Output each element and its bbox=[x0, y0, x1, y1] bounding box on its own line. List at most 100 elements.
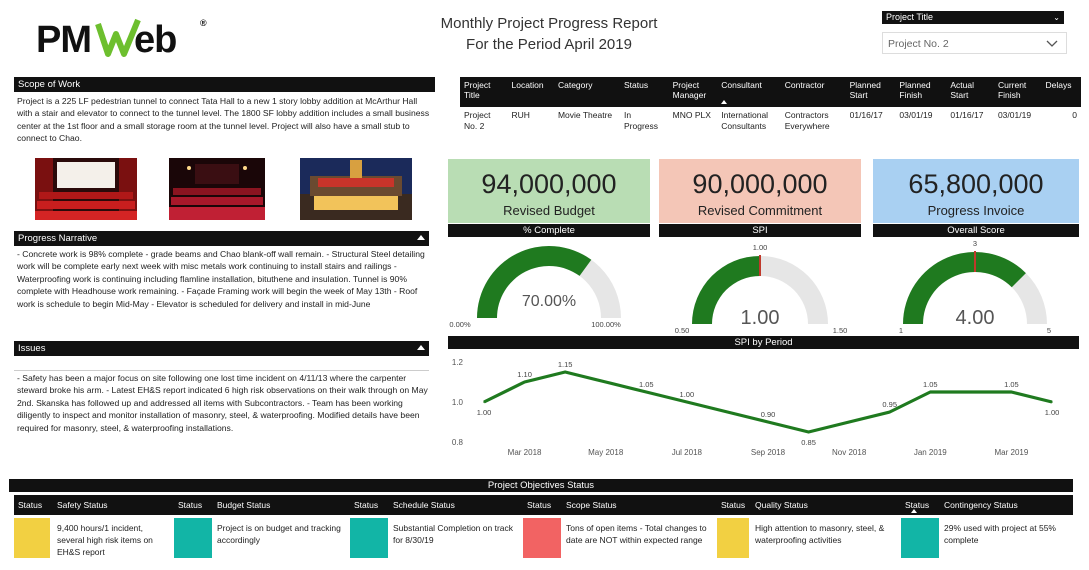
project-title-filter-label: Project Title bbox=[886, 12, 934, 22]
kpi-value: 65,800,000 bbox=[908, 169, 1044, 199]
spi-chart-header: SPI by Period bbox=[448, 336, 1079, 349]
kpi-label: Progress Invoice bbox=[927, 203, 1025, 218]
table-row[interactable]: Project No. 2 RUH Movie Theatre In Progr… bbox=[460, 107, 1081, 135]
spi-data-point bbox=[1010, 391, 1013, 393]
cinema-seats-picture bbox=[35, 158, 137, 220]
objective-text-schedule: Substantial Completion on track for 8/30… bbox=[393, 523, 514, 545]
consultant-column-label: Consultant bbox=[721, 80, 762, 90]
objective-header-schedule: Schedule Status bbox=[389, 495, 523, 515]
x-tick-label: Sep 2018 bbox=[751, 448, 786, 457]
table-cell: In Progress bbox=[623, 110, 658, 131]
column-header[interactable]: Consultant bbox=[717, 77, 781, 107]
status-column-header: Status bbox=[14, 495, 55, 515]
column-header[interactable]: Contractor bbox=[780, 77, 846, 107]
issues-divider bbox=[14, 370, 429, 371]
x-tick-label: Mar 2019 bbox=[995, 448, 1029, 457]
pmweb-logo: PM eb ® bbox=[34, 14, 209, 70]
spi-data-point bbox=[523, 381, 526, 383]
x-tick-label: Nov 2018 bbox=[832, 448, 867, 457]
status-column-header: Status bbox=[523, 495, 564, 515]
column-header[interactable]: Project Manager bbox=[668, 77, 718, 107]
spi-data-point bbox=[686, 401, 688, 403]
column-header[interactable]: Planned Finish bbox=[895, 77, 947, 107]
spi-data-label: 0.90 bbox=[761, 410, 776, 419]
gauge-title: SPI bbox=[752, 225, 768, 236]
sort-up-icon bbox=[417, 345, 425, 350]
spi-data-label: 1.15 bbox=[558, 360, 573, 369]
spi-data-label: 1.05 bbox=[639, 380, 654, 389]
y-tick-label: 1.0 bbox=[452, 398, 464, 407]
spi-data-label: 1.05 bbox=[1004, 380, 1019, 389]
gauge-header-spi: SPI bbox=[659, 224, 861, 237]
column-header[interactable]: Status bbox=[619, 77, 669, 107]
x-tick-label: Mar 2018 bbox=[508, 448, 542, 457]
chevron-down-icon: ⌄ bbox=[1053, 13, 1060, 22]
column-header[interactable]: Delays bbox=[1041, 77, 1081, 107]
spi-data-label: 1.10 bbox=[517, 370, 532, 379]
column-header[interactable]: Project Title bbox=[460, 77, 508, 107]
kpi-card-progress-invoice: 65,800,000 Progress Invoice bbox=[873, 159, 1079, 223]
issues-text: - Safety has been a major focus on site … bbox=[17, 373, 428, 433]
table-cell: 01/16/17 bbox=[950, 110, 984, 120]
project-table-header-row: Project Title Location Category Status P… bbox=[460, 77, 1081, 107]
kpi-value: 94,000,000 bbox=[481, 169, 617, 199]
svg-text:eb: eb bbox=[134, 19, 176, 60]
chart-title: SPI by Period bbox=[734, 337, 793, 348]
status-swatch bbox=[174, 518, 212, 558]
spi-data-label: 1.05 bbox=[923, 380, 938, 389]
objective-header-scope: Scope Status bbox=[562, 495, 717, 515]
spi-data-point bbox=[483, 401, 485, 403]
scope-of-work-heading: Scope of Work bbox=[18, 79, 81, 90]
scope-of-work-header: Scope of Work bbox=[14, 77, 435, 92]
column-header[interactable]: Actual Start bbox=[946, 77, 994, 107]
spi-data-label: 0.85 bbox=[801, 438, 816, 447]
sort-up-icon bbox=[721, 100, 728, 104]
objective-text-safety: 9,400 hours/1 incident, several high ris… bbox=[57, 523, 153, 557]
column-header[interactable]: Current Finish bbox=[993, 77, 1042, 107]
column-header[interactable]: Planned Start bbox=[845, 77, 896, 107]
objective-text-scope: Tons of open items - Total changes to da… bbox=[566, 523, 707, 545]
project-title-dropdown-value: Project No. 2 bbox=[888, 38, 949, 50]
gauge-overall-score: 3 1 5 4.00 bbox=[899, 239, 1051, 334]
kpi-value: 90,000,000 bbox=[692, 169, 828, 199]
status-column-header: Status bbox=[717, 495, 758, 515]
objective-text-quality: High attention to masonry, steel, & wate… bbox=[755, 523, 885, 545]
x-tick-label: Jul 2018 bbox=[672, 448, 703, 457]
project-title-dropdown[interactable]: Project No. 2 bbox=[882, 32, 1067, 54]
objectives-table: Status Safety Status 9,400 hours/1 incid… bbox=[9, 495, 1073, 565]
gauge-fill bbox=[477, 246, 592, 318]
table-cell: 03/01/19 bbox=[997, 110, 1032, 120]
spi-data-label: 1.00 bbox=[477, 408, 492, 417]
gauge-max-label: 1.50 bbox=[833, 326, 848, 334]
report-title: Monthly Project Progress Report For the … bbox=[400, 13, 698, 55]
chevron-down-icon bbox=[1046, 40, 1058, 47]
spi-data-point bbox=[726, 411, 729, 413]
objective-text-budget: Project is on budget and tracking accord… bbox=[217, 523, 341, 545]
gauge-max-label: 5 bbox=[1047, 326, 1051, 334]
objective-header-contingency: Contingency Status bbox=[940, 495, 1073, 515]
table-cell: RUH bbox=[511, 110, 530, 120]
table-cell: 03/01/19 bbox=[899, 110, 933, 120]
gauge-value-label: 70.00% bbox=[522, 293, 576, 310]
pmweb-logo-icon: PM eb ® bbox=[36, 18, 208, 61]
report-title-line2: For the Period April 2019 bbox=[466, 36, 632, 53]
report-title-line1: Monthly Project Progress Report bbox=[440, 15, 658, 32]
spi-data-point bbox=[1051, 401, 1053, 403]
gauge-header-percent-complete: % Complete bbox=[448, 224, 650, 237]
gauge-min-label: 0.00% bbox=[449, 320, 471, 329]
column-header[interactable]: Location bbox=[507, 77, 554, 107]
gauge-header-overall-score: Overall Score bbox=[873, 224, 1079, 237]
gauge-value-label: 1.00 bbox=[741, 307, 780, 329]
palace-cinema-picture bbox=[300, 158, 412, 220]
objectives-header: Project Objectives Status bbox=[9, 479, 1073, 492]
kpi-card-revised-budget: 94,000,000 Revised Budget bbox=[448, 159, 650, 223]
gauge-target-label: 1.00 bbox=[753, 243, 768, 252]
table-cell: MNO PLX bbox=[672, 110, 711, 120]
table-cell: 01/16/17 bbox=[849, 110, 883, 120]
y-tick-label: 1.2 bbox=[452, 358, 464, 367]
issues-header: Issues bbox=[14, 341, 429, 356]
status-column-header: Status bbox=[350, 495, 391, 515]
issues-heading: Issues bbox=[18, 343, 46, 354]
column-header[interactable]: Category bbox=[553, 77, 620, 107]
spi-data-label: 1.00 bbox=[1045, 408, 1060, 417]
